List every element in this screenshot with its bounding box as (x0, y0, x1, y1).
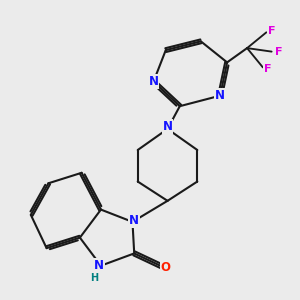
Text: F: F (264, 64, 272, 74)
Text: N: N (215, 89, 225, 102)
Text: N: N (148, 75, 158, 88)
Text: N: N (129, 214, 139, 226)
Text: F: F (275, 46, 282, 57)
Text: H: H (90, 273, 98, 283)
Text: N: N (94, 259, 104, 272)
Text: F: F (268, 26, 275, 36)
Text: O: O (161, 261, 171, 274)
Text: N: N (163, 120, 172, 133)
